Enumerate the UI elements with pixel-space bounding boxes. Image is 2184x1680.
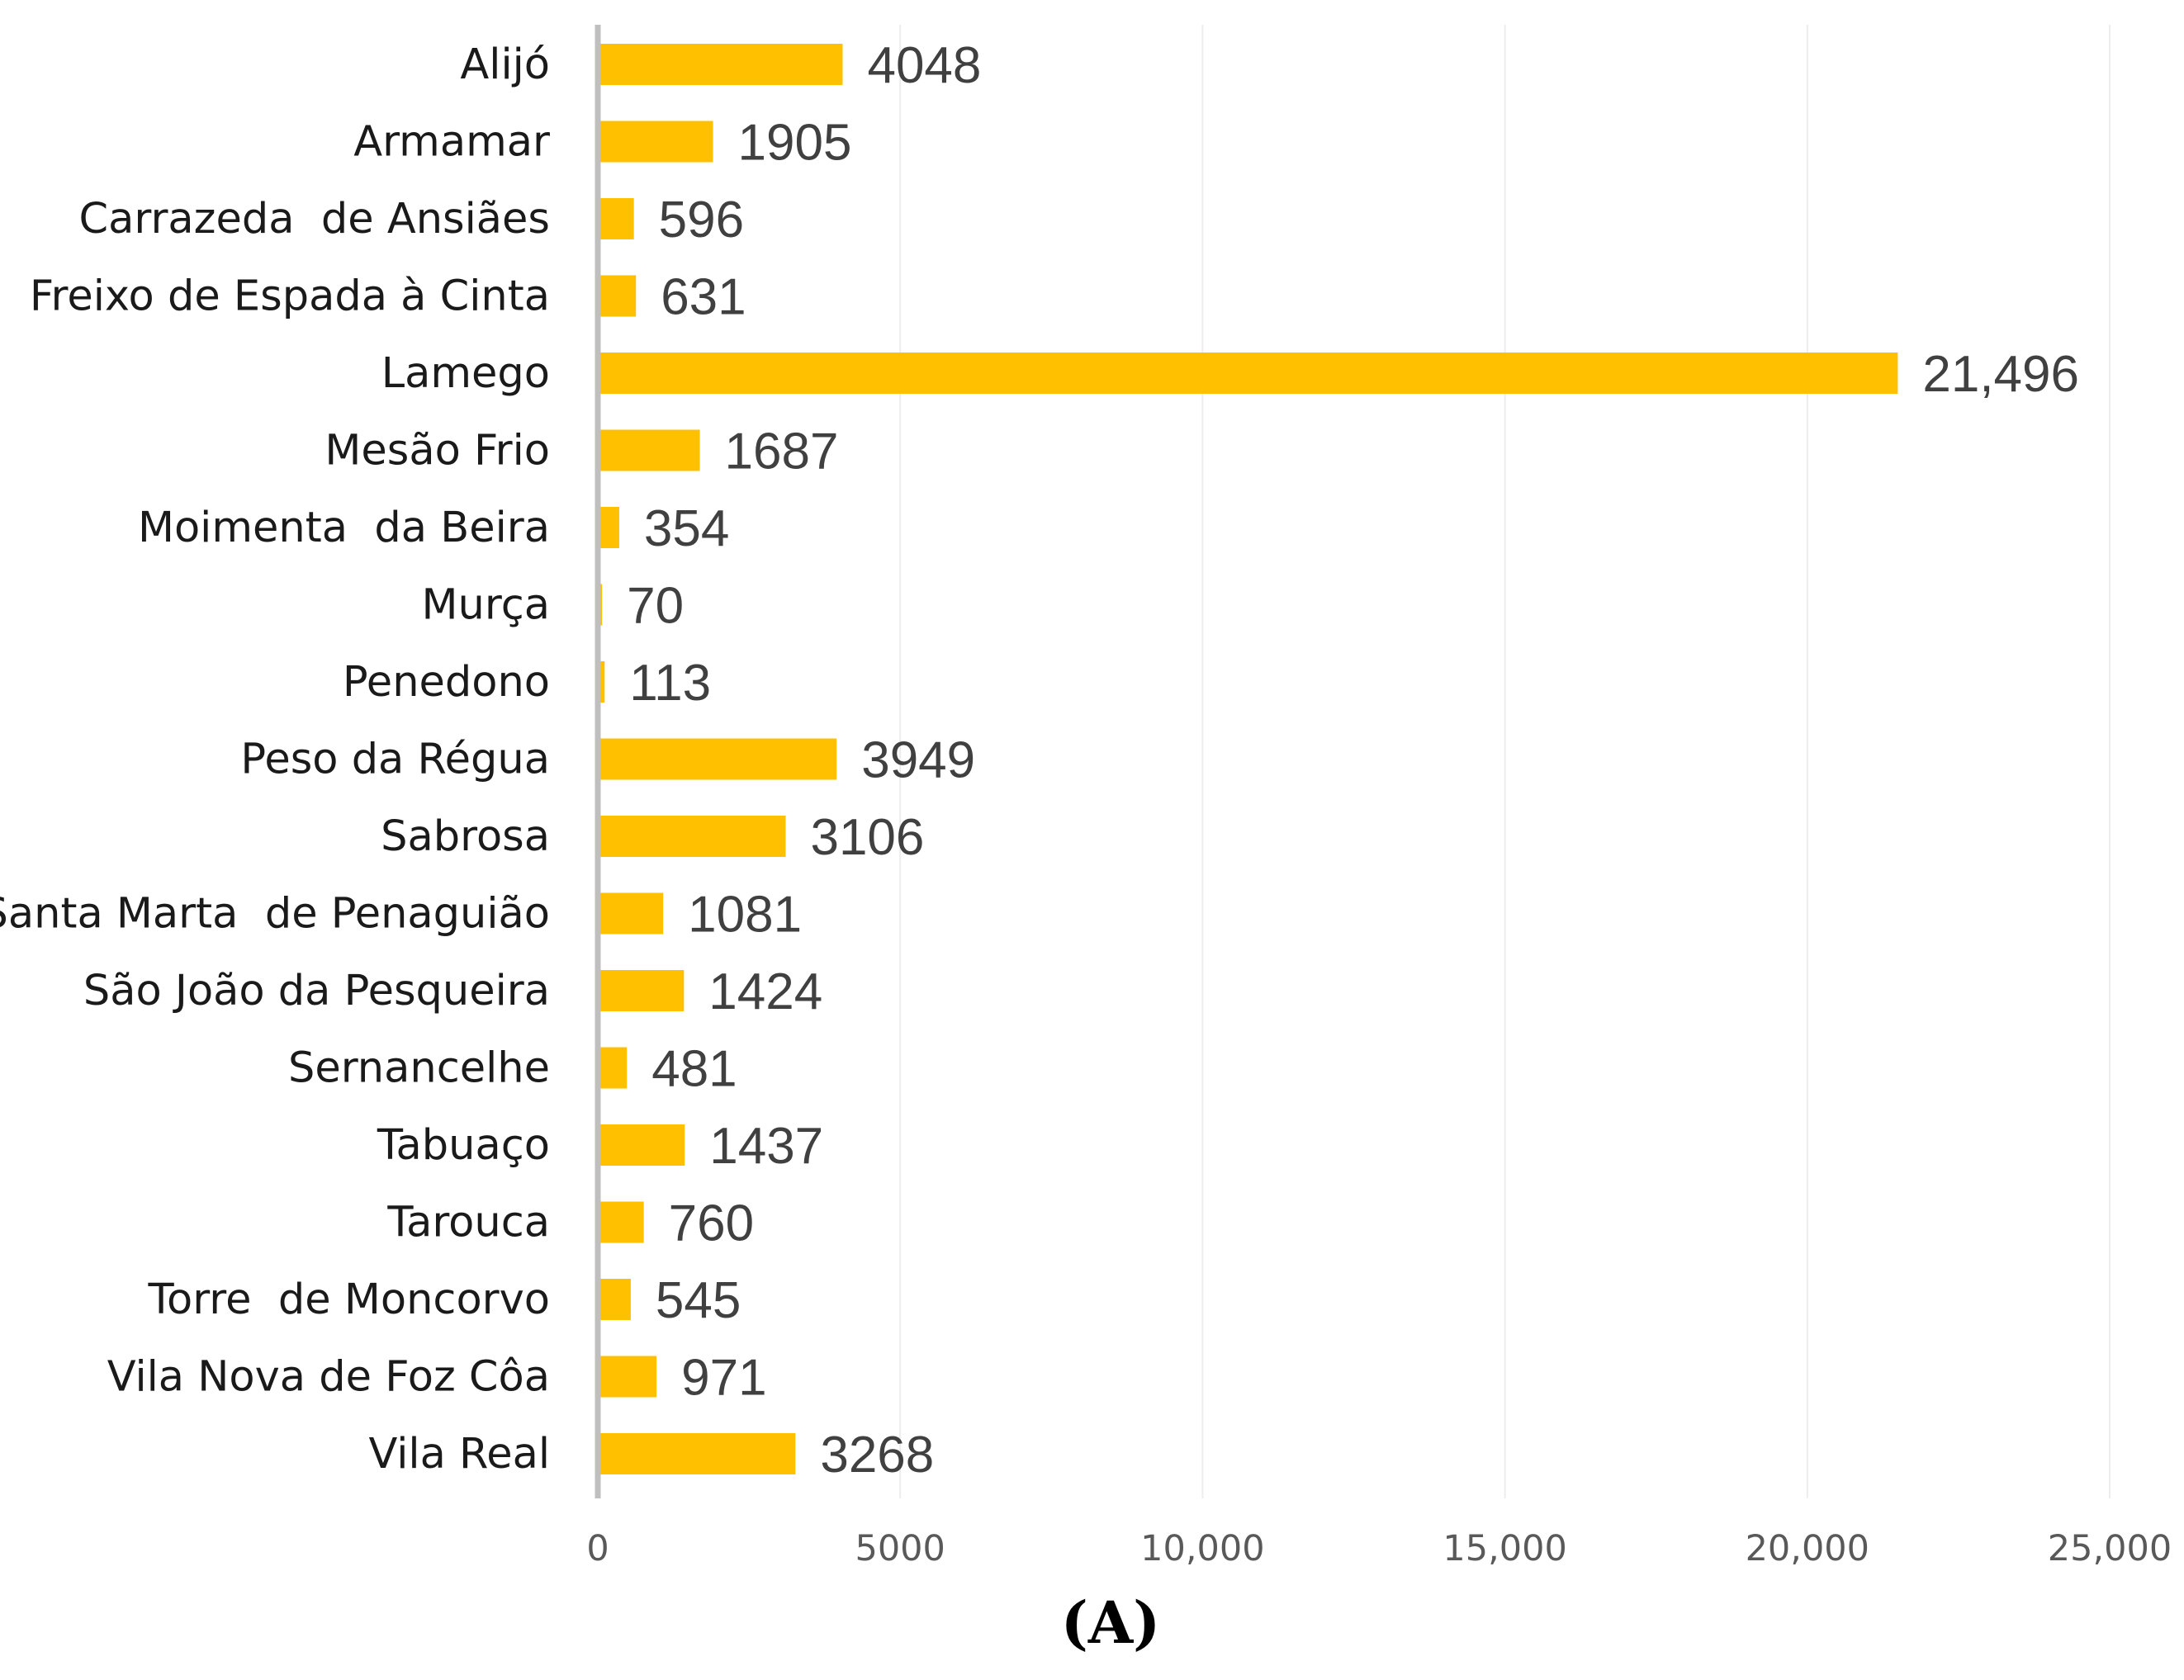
value-label: 545 xyxy=(656,1272,741,1329)
value-label: 113 xyxy=(629,655,711,712)
category-label: Peso da Régua xyxy=(240,736,550,784)
value-label: 760 xyxy=(669,1195,754,1252)
category-labels: Alijó Armamar Carrazeda de Ansiães Freixo d… xyxy=(0,40,550,1479)
category-label: Torre de Moncorvo xyxy=(148,1275,551,1324)
value-label: 70 xyxy=(627,578,684,635)
bar-18 xyxy=(598,1433,796,1474)
bar-2 xyxy=(598,198,634,239)
x-tick-label: 20,000 xyxy=(1746,1528,1869,1569)
value-labels: 4048 1905 596 631 21,496 1687 354 70 113 3949 3106… xyxy=(627,37,2079,1484)
bar-1 xyxy=(598,121,713,163)
category-label: Moimenta da Beira xyxy=(138,504,550,552)
x-tick-label: 15,000 xyxy=(1443,1528,1566,1569)
gridlines xyxy=(899,25,2111,1498)
bar-17 xyxy=(598,1356,657,1398)
bar-10 xyxy=(598,816,786,857)
category-label: Alijó xyxy=(460,40,550,89)
bar-14 xyxy=(598,1124,685,1166)
bar-13 xyxy=(598,1047,628,1089)
bar-5 xyxy=(598,429,700,471)
value-label: 631 xyxy=(661,269,746,326)
category-label: Tarouca xyxy=(386,1199,550,1247)
bar-9 xyxy=(598,738,837,780)
x-tick-label: 10,000 xyxy=(1140,1528,1264,1569)
value-label: 1687 xyxy=(725,424,839,480)
value-label: 3268 xyxy=(820,1427,934,1484)
bar-3 xyxy=(598,275,637,317)
value-label: 21,496 xyxy=(1922,346,2079,403)
bar-11 xyxy=(598,892,664,935)
bar-15 xyxy=(598,1201,644,1243)
value-label: 481 xyxy=(651,1041,737,1098)
value-label: 971 xyxy=(681,1350,766,1407)
bar-4 xyxy=(598,353,1898,394)
x-tick-labels: 0 5000 10,000 15,000 20,000 25,000 xyxy=(586,1528,2172,1569)
bar-12 xyxy=(598,970,685,1011)
category-label: Armamar xyxy=(353,118,550,167)
category-label: Carrazeda de Ansiães xyxy=(79,195,550,244)
value-label: 3106 xyxy=(810,809,924,866)
category-label: Santa Marta de Penaguião xyxy=(0,890,550,939)
bar-6 xyxy=(598,507,619,548)
value-label: 354 xyxy=(644,500,729,557)
category-label: Vila Real xyxy=(368,1430,550,1479)
category-label: Penedono xyxy=(343,658,550,707)
value-label: 3949 xyxy=(861,732,975,789)
category-label: Freixo de Espada à Cinta xyxy=(30,272,550,321)
category-label: São João da Pesqueira xyxy=(83,967,550,1015)
value-label: 1437 xyxy=(709,1118,823,1175)
category-label: Tabuaço xyxy=(377,1121,550,1170)
category-label: Vila Nova de Foz Côa xyxy=(107,1353,550,1402)
value-label: 1905 xyxy=(738,115,852,172)
bar-8 xyxy=(598,661,605,703)
category-label: Lamego xyxy=(381,349,550,398)
bar-0 xyxy=(598,44,843,85)
bar-16 xyxy=(598,1279,631,1320)
x-tick-label: 25,000 xyxy=(2048,1528,2172,1569)
category-label: Murça xyxy=(422,581,550,630)
x-tick-label: 5000 xyxy=(855,1528,945,1569)
category-label: Sabrosa xyxy=(381,812,550,861)
value-label: 1424 xyxy=(708,963,822,1020)
figure-caption: (A) xyxy=(1061,1588,1161,1657)
bars xyxy=(598,44,1898,1474)
value-label: 4048 xyxy=(867,37,981,94)
x-tick-label: 0 xyxy=(586,1528,609,1569)
category-label: Mesão Frio xyxy=(325,427,550,476)
value-label: 596 xyxy=(659,192,744,248)
value-label: 1081 xyxy=(688,887,802,944)
category-label: Sernancelhe xyxy=(288,1044,550,1093)
